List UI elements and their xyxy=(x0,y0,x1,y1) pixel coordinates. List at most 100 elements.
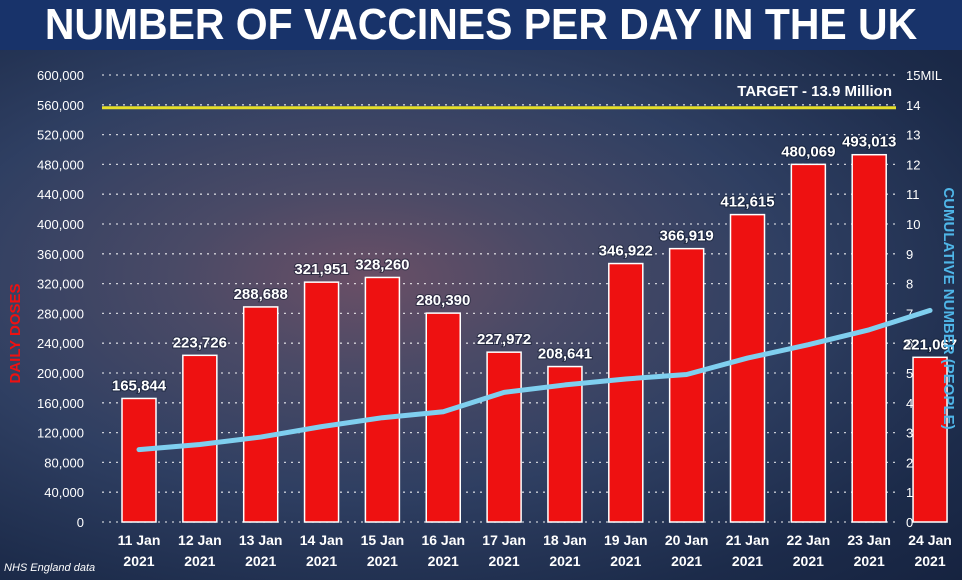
left-tick-label: 80,000 xyxy=(44,455,84,470)
right-tick-label: 4 xyxy=(906,396,913,411)
bar xyxy=(608,262,644,523)
category-label-year: 2021 xyxy=(184,553,215,569)
category-label-day: 22 Jan xyxy=(787,532,831,548)
data-label: 328,260 xyxy=(355,256,409,273)
left-tick-label: 520,000 xyxy=(37,128,84,143)
left-tick-label: 360,000 xyxy=(37,247,84,262)
category-label-year: 2021 xyxy=(914,553,945,569)
data-label: 346,922 xyxy=(599,243,653,260)
right-tick-label: 13 xyxy=(906,128,920,143)
bar xyxy=(547,365,583,523)
bar xyxy=(668,247,705,523)
data-label: 221,067 xyxy=(903,336,957,353)
data-label: 480,069 xyxy=(781,143,835,160)
right-tick-label: 0 xyxy=(906,515,913,530)
category-label-day: 17 Jan xyxy=(482,532,526,548)
category-label-year: 2021 xyxy=(854,553,885,569)
cumulative-line xyxy=(136,307,933,453)
category-label-year: 2021 xyxy=(732,553,763,569)
right-tick-label: 1 xyxy=(906,485,913,500)
right-tick-label: 9 xyxy=(906,247,913,262)
right-tick-label: 8 xyxy=(906,277,913,292)
category-label-year: 2021 xyxy=(549,553,580,569)
left-tick-label: 240,000 xyxy=(37,336,84,351)
right-tick-label: 5 xyxy=(906,366,913,381)
right-tick-label: 15MIL xyxy=(906,68,942,83)
category-label-year: 2021 xyxy=(671,553,702,569)
target-label: TARGET - 13.9 Million xyxy=(737,83,892,100)
right-tick-label: 7 xyxy=(906,306,913,321)
left-tick-label: 320,000 xyxy=(37,277,84,292)
category-label-year: 2021 xyxy=(489,553,520,569)
left-tick-label: 600,000 xyxy=(37,68,84,83)
data-label: 321,951 xyxy=(294,261,348,278)
category-label-year: 2021 xyxy=(610,553,641,569)
category-label-day: 11 Jan xyxy=(118,532,161,548)
bar xyxy=(121,397,157,523)
left-tick-label: 160,000 xyxy=(37,396,84,411)
category-label-day: 18 Jan xyxy=(543,532,587,548)
left-tick-label: 280,000 xyxy=(37,306,84,321)
data-label: 227,972 xyxy=(477,331,531,348)
left-tick-label: 0 xyxy=(77,515,84,530)
category-label-year: 2021 xyxy=(793,553,824,569)
left-tick-label: 200,000 xyxy=(37,366,84,381)
category-label-day: 21 Jan xyxy=(726,532,770,548)
left-tick-label: 560,000 xyxy=(37,98,84,113)
data-label: 223,726 xyxy=(173,334,227,351)
category-label-day: 16 Jan xyxy=(421,532,465,548)
bar xyxy=(303,281,340,523)
data-label: 208,641 xyxy=(538,346,592,363)
category-label-year: 2021 xyxy=(123,553,154,569)
source-note: NHS England data xyxy=(4,562,96,574)
right-tick-label: 10 xyxy=(906,217,920,232)
category-label-day: 24 Jan xyxy=(908,532,952,548)
chart-title: NUMBER OF VACCINES PER DAY IN THE UK xyxy=(44,0,918,49)
bar xyxy=(425,312,461,523)
category-labels: 11 Jan 2021 12 Jan 2021 13 Jan 2021 14 Jan 2021… xyxy=(118,532,952,569)
category-label-day: 19 Jan xyxy=(604,532,648,548)
data-label: 412,615 xyxy=(720,194,774,211)
data-label: 288,688 xyxy=(234,286,288,303)
left-tick-label: 40,000 xyxy=(44,485,84,500)
left-tick-label: 120,000 xyxy=(37,426,84,441)
bar xyxy=(486,351,522,523)
bar xyxy=(182,354,218,523)
category-label-day: 13 Jan xyxy=(239,532,283,548)
category-label-year: 2021 xyxy=(245,553,276,569)
category-label-day: 23 Jan xyxy=(847,532,891,548)
category-label-day: 20 Jan xyxy=(665,532,709,548)
left-tick-label: 440,000 xyxy=(37,187,84,202)
category-label-day: 15 Jan xyxy=(361,532,405,548)
data-label: 165,844 xyxy=(112,377,167,394)
right-tick-label: 12 xyxy=(906,157,920,172)
category-label-year: 2021 xyxy=(428,553,459,569)
right-tick-label: 11 xyxy=(906,187,920,202)
left-axis-label: DAILY DOSES xyxy=(7,283,24,383)
category-label-day: 12 Jan xyxy=(178,532,222,548)
right-tick-label: 14 xyxy=(906,98,920,113)
right-tick-label: 3 xyxy=(906,426,913,441)
category-label-year: 2021 xyxy=(367,553,398,569)
bar-series xyxy=(121,153,948,523)
left-axis-ticks: 0 40,000 80,000 120,000 160,000 200,000 240,00… xyxy=(37,68,84,530)
data-labels: 165,844 223,726 288,688 321,951 328,260 280,3… xyxy=(111,133,958,396)
title-band: NUMBER OF VACCINES PER DAY IN THE UK xyxy=(0,0,962,50)
bar xyxy=(729,213,766,523)
left-tick-label: 400,000 xyxy=(37,217,84,232)
bar xyxy=(912,356,948,523)
right-axis-label: CUMULATIVE NUMBER (PEOPLE) xyxy=(940,187,957,429)
right-tick-label: 6 xyxy=(906,336,913,351)
category-label-year: 2021 xyxy=(306,553,337,569)
data-label: 280,390 xyxy=(416,292,470,309)
bar xyxy=(851,153,887,523)
bar xyxy=(364,276,401,523)
data-label: 493,013 xyxy=(842,134,896,151)
category-label-day: 14 Jan xyxy=(300,532,344,548)
bar xyxy=(242,306,279,523)
left-tick-label: 480,000 xyxy=(37,157,84,172)
data-label: 366,919 xyxy=(660,228,714,245)
